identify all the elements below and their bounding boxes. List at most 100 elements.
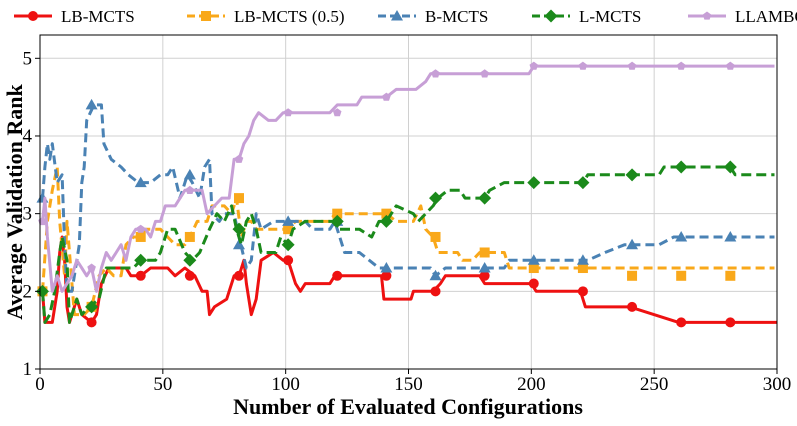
series-layer	[35, 61, 777, 328]
y-tick-label: 2	[23, 281, 33, 302]
data-point	[183, 168, 196, 180]
data-point	[283, 224, 294, 235]
data-point	[35, 284, 49, 298]
ticks-layer: 0 50 100 150 200 250 300 1 2 3 4 5	[23, 48, 792, 395]
y-tick-label: 5	[23, 48, 33, 69]
data-point	[234, 154, 244, 163]
data-point	[528, 263, 539, 274]
data-point	[577, 286, 588, 297]
y-tick-label: 4	[23, 126, 33, 147]
legend-item: LB-MCTS (0.5)	[187, 7, 345, 26]
data-point	[282, 215, 295, 226]
data-point	[725, 270, 736, 281]
data-point	[725, 317, 736, 328]
legend-marker	[28, 11, 38, 21]
legend-item: LB-MCTS	[14, 7, 135, 26]
data-point	[676, 317, 687, 328]
data-point	[625, 168, 639, 182]
data-point	[578, 61, 588, 70]
data-point	[675, 230, 688, 242]
data-point	[330, 214, 344, 228]
data-point	[381, 270, 392, 281]
series-l-mcts	[35, 160, 775, 324]
data-point	[480, 69, 489, 78]
legend-marker	[544, 9, 558, 23]
data-point	[627, 61, 637, 70]
data-point	[527, 176, 541, 190]
series-llambo	[38, 61, 775, 293]
data-point	[724, 230, 737, 242]
y-tick-label: 1	[23, 359, 33, 380]
data-point	[135, 231, 146, 242]
data-point	[135, 270, 146, 281]
legend: LB-MCTS LB-MCTS (0.5) B-MCTS L-MCTS LLAMBO	[14, 7, 797, 26]
data-point	[479, 270, 490, 281]
data-point	[478, 262, 491, 273]
data-point	[232, 222, 246, 236]
legend-item: L-MCTS	[532, 7, 641, 26]
grid	[39, 35, 778, 370]
data-point	[479, 247, 490, 258]
data-point	[379, 214, 393, 228]
x-tick-label: 150	[394, 374, 423, 395]
data-point	[36, 192, 49, 203]
series-lb-mcts	[37, 235, 777, 328]
data-point	[332, 208, 343, 219]
data-point	[576, 254, 589, 265]
legend-label: L-MCTS	[579, 7, 641, 26]
x-tick-label: 0	[35, 374, 45, 395]
data-point	[577, 263, 588, 274]
data-point	[332, 270, 343, 281]
data-point	[382, 92, 391, 101]
y-tick-label: 3	[23, 204, 33, 225]
legend-label: LB-MCTS (0.5)	[234, 7, 345, 26]
data-point	[281, 238, 295, 252]
data-point	[576, 176, 590, 190]
legend-label: LLAMBO	[735, 7, 797, 26]
data-point	[333, 108, 342, 117]
data-point	[627, 301, 638, 312]
data-point	[429, 191, 443, 205]
series-line	[41, 103, 775, 293]
data-point	[478, 191, 492, 205]
x-tick-label: 250	[640, 374, 669, 395]
legend-item: B-MCTS	[378, 7, 488, 26]
series-line	[41, 165, 775, 317]
legend-marker	[391, 10, 403, 21]
legend-item: LLAMBO	[688, 7, 797, 26]
data-point	[184, 270, 195, 281]
x-tick-label: 100	[271, 374, 300, 395]
series-line	[41, 235, 777, 324]
data-point	[85, 300, 99, 314]
legend-label: LB-MCTS	[61, 7, 135, 26]
series-line	[41, 64, 775, 293]
data-point	[627, 270, 638, 281]
data-point	[283, 108, 293, 117]
series-line	[41, 165, 775, 324]
data-point	[431, 69, 440, 78]
data-point	[136, 224, 145, 233]
data-point	[85, 98, 98, 110]
data-point	[283, 255, 294, 266]
legend-label: B-MCTS	[425, 7, 488, 26]
data-point	[723, 160, 737, 174]
data-point	[134, 253, 148, 267]
data-point	[429, 269, 442, 281]
data-point	[233, 193, 244, 204]
data-point	[430, 231, 441, 242]
data-point	[626, 238, 639, 250]
legend-marker	[702, 11, 712, 20]
data-point	[86, 317, 97, 328]
data-point	[528, 278, 539, 289]
data-point	[726, 61, 735, 70]
data-point	[380, 262, 393, 273]
data-point	[529, 61, 539, 70]
data-point	[185, 185, 195, 194]
data-point	[87, 263, 96, 272]
data-point	[676, 61, 686, 70]
data-point	[527, 254, 540, 265]
data-point	[381, 208, 392, 219]
x-tick-label: 200	[517, 374, 546, 395]
